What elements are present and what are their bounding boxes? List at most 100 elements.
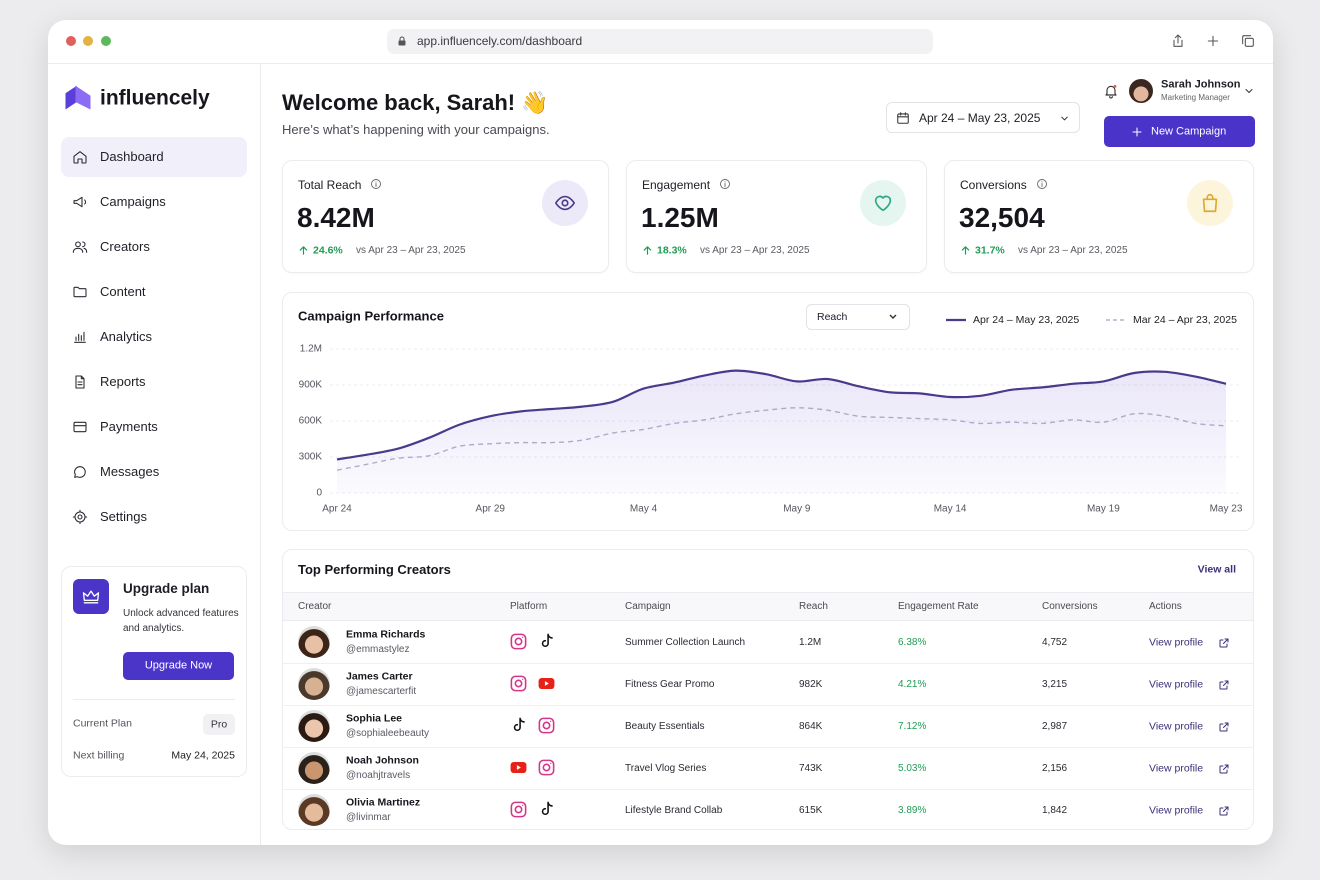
y-tick-label: 300K: [299, 452, 323, 463]
new-campaign-label[interactable]: New Campaign: [1151, 125, 1227, 138]
conversions: 2,987: [1042, 721, 1068, 732]
nav-label[interactable]: Campaigns: [100, 194, 166, 210]
share-icon: [1173, 34, 1183, 47]
brand-logo: [65, 85, 91, 110]
metric-label[interactable]: Reach: [817, 311, 848, 323]
creator-handle: @jamescarterfit: [346, 685, 417, 697]
series-line: [336, 369, 1227, 461]
engagement-rate: 4.21%: [898, 679, 927, 690]
conversions: 3,215: [1042, 679, 1068, 690]
icon-part: [1202, 193, 1218, 213]
nav-item[interactable]: [61, 362, 247, 402]
page-title: Welcome back, Sarah! 👋: [282, 89, 549, 115]
view-profile[interactable]: View profile: [1149, 804, 1204, 817]
tabs-icon: [1242, 35, 1254, 47]
nav-label[interactable]: Payments: [100, 419, 158, 435]
icon-part: [371, 179, 382, 189]
column-header: Reach: [799, 600, 828, 612]
nav-label[interactable]: Analytics: [100, 329, 153, 345]
url: app.influencely.com/dashboard: [417, 33, 583, 48]
view-all[interactable]: View all: [1197, 563, 1236, 576]
info-icon: [371, 179, 382, 189]
icon-part: [77, 514, 83, 520]
nav-item[interactable]: [61, 497, 247, 537]
nav-label[interactable]: Reports: [100, 374, 146, 390]
creator-avatar: [298, 794, 330, 826]
plan-value: Pro: [210, 718, 228, 731]
x-tick-label: May 23: [1210, 504, 1243, 515]
kpi-period: vs Apr 23 – Apr 23, 2025: [700, 244, 810, 256]
upgrade-button-label[interactable]: Upgrade Now: [144, 659, 213, 672]
icon-part: [75, 241, 81, 248]
nav-item[interactable]: [61, 272, 247, 312]
icon-part: [398, 40, 406, 46]
row-divider: [283, 789, 1253, 790]
nav-icon: [72, 241, 88, 253]
view-profile[interactable]: View profile: [1149, 678, 1204, 691]
icon-part: [1219, 806, 1229, 816]
view-profile[interactable]: View profile: [1149, 762, 1204, 775]
icon-part: [1036, 179, 1047, 189]
icon-part: [72, 509, 88, 525]
icon-part: [73, 151, 87, 164]
external-link-icon: [1219, 722, 1229, 732]
column-header: Conversions: [1042, 600, 1098, 612]
metric-dropdown[interactable]: [806, 304, 910, 330]
platform-icon: [510, 801, 526, 817]
upgrade-button[interactable]: [123, 652, 234, 680]
url-bar: [387, 29, 933, 54]
column-header: Creator: [298, 600, 332, 612]
nav-icon: [75, 375, 85, 389]
nav-label[interactable]: Dashboard: [100, 149, 164, 165]
reach: 1.2M: [799, 637, 822, 648]
up-arrow: [961, 245, 969, 255]
kpi-change: 24.6%: [313, 244, 343, 257]
nav-item[interactable]: [61, 137, 247, 177]
kpi-value: 1.25M: [641, 202, 719, 234]
platform-icon: [538, 717, 554, 733]
icon-part: [74, 331, 86, 343]
series-area: [337, 370, 1226, 493]
reach: 864K: [799, 721, 823, 732]
creator-avatar: [298, 710, 330, 742]
up-arrow: [299, 245, 307, 255]
icon-part: [561, 199, 569, 207]
nav-label[interactable]: Settings: [100, 509, 147, 525]
nav-label[interactable]: Creators: [100, 239, 150, 255]
platform-icon: [541, 801, 553, 815]
lock-icon: [398, 36, 406, 46]
campaign: Travel Vlog Series: [625, 763, 707, 774]
creator-name: James Carter: [346, 670, 413, 683]
nav-item[interactable]: [61, 317, 247, 357]
kpi-change: 18.3%: [657, 244, 687, 257]
date-picker[interactable]: [886, 102, 1080, 133]
icon-part: [513, 717, 525, 731]
icon-part: [1219, 764, 1229, 774]
nav-item[interactable]: [61, 227, 247, 267]
date-range[interactable]: Apr 24 – May 23, 2025: [919, 110, 1041, 125]
icon-part: [555, 195, 575, 211]
sidebar-divider: [260, 64, 261, 845]
x-tick-label: May 4: [630, 504, 658, 515]
nav-icon: [72, 509, 88, 525]
icon-part: [521, 804, 523, 806]
view-profile[interactable]: View profile: [1149, 720, 1204, 733]
nav-label[interactable]: Content: [100, 284, 146, 300]
x-tick-label: Apr 29: [476, 504, 506, 515]
nav-label[interactable]: Messages: [100, 464, 160, 480]
creator-name: Olivia Martinez: [346, 796, 421, 809]
external-link-icon: [1219, 806, 1229, 816]
icon-part: [74, 511, 86, 523]
nav-icon: [73, 151, 87, 164]
icon-part: [874, 195, 892, 212]
icon-part: [1173, 34, 1183, 47]
external-link-icon: [1219, 764, 1229, 774]
column-header: Actions: [1149, 600, 1182, 612]
icon-part: [538, 759, 554, 775]
toolbar-divider: [48, 63, 1273, 64]
view-profile[interactable]: View profile: [1149, 636, 1204, 649]
new-campaign-button[interactable]: [1104, 116, 1255, 147]
icon-part: [399, 36, 405, 42]
icon-part: [510, 633, 526, 649]
column-header: Platform: [510, 600, 548, 612]
